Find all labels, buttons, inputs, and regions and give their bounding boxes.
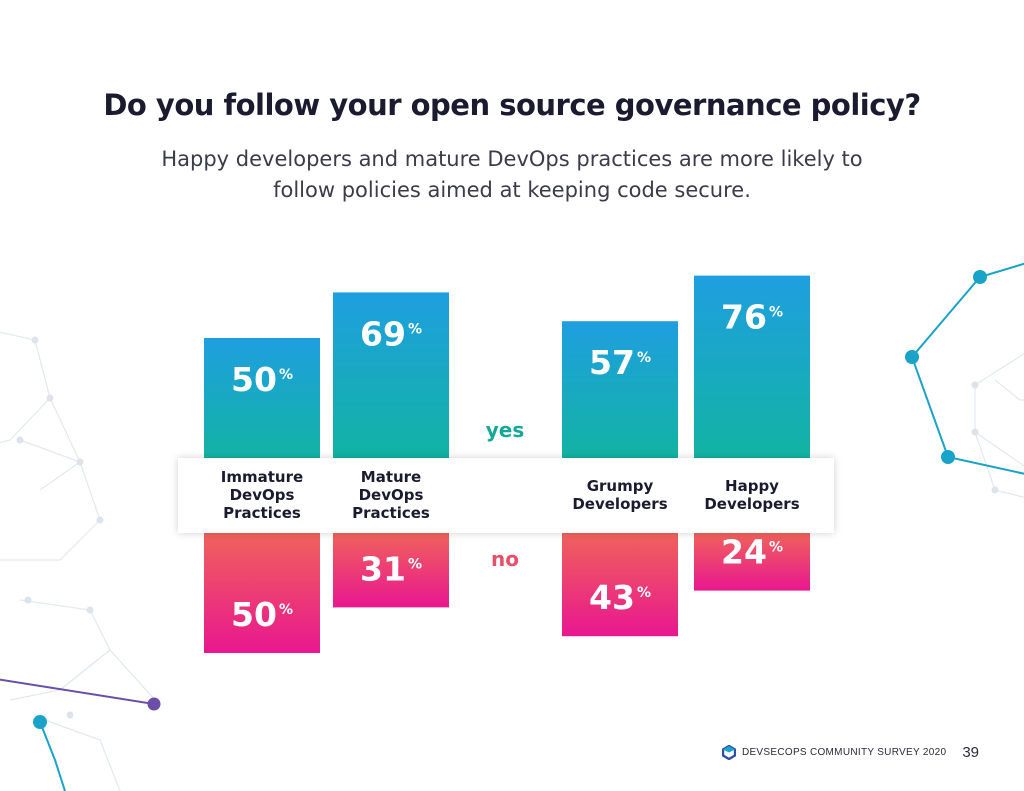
value-label-yes-3: 76% bbox=[721, 298, 783, 337]
hexagon-logo-icon bbox=[721, 745, 736, 760]
value-label-yes-1: 69% bbox=[360, 314, 422, 353]
category-label-0: Immature DevOps Practices bbox=[221, 468, 303, 522]
value-label-yes-2: 57% bbox=[589, 343, 651, 382]
footer-brand: DEVSECOPS COMMUNITY SURVEY 2020 bbox=[741, 747, 947, 758]
value-label-no-1: 31% bbox=[360, 549, 422, 588]
bar-no-0 bbox=[204, 533, 320, 653]
bar-no-1 bbox=[333, 533, 449, 608]
bar-yes-1 bbox=[333, 292, 449, 458]
series-label-yes: yes bbox=[486, 418, 525, 442]
yes-bars bbox=[204, 275, 810, 458]
value-label-no-0: 50% bbox=[231, 595, 293, 634]
page-subtitle: Happy developers and mature DevOps pract… bbox=[161, 147, 863, 202]
category-band bbox=[178, 458, 834, 533]
value-label-yes-0: 50% bbox=[231, 360, 293, 399]
page-title: Do you follow your open source governanc… bbox=[103, 88, 921, 122]
category-labels: Immature DevOps Practices Mature DevOps Pract… bbox=[221, 468, 800, 522]
value-label-no-2: 43% bbox=[589, 578, 651, 617]
bar-no-3 bbox=[694, 533, 810, 591]
bar-yes-3 bbox=[694, 275, 810, 458]
series-label-no: no bbox=[491, 547, 519, 571]
bar-yes-2 bbox=[562, 321, 678, 458]
footer: DEVSECOPS COMMUNITY SURVEY 2020 39 bbox=[721, 744, 979, 761]
bar-yes-0 bbox=[204, 338, 320, 458]
value-labels: 50 % 50 % 69 % 31 % 57 % 43 % 76 % 24% bbox=[231, 298, 783, 634]
category-label-3: Happy Developers bbox=[704, 477, 799, 513]
no-bars bbox=[204, 533, 810, 653]
bar-no-2 bbox=[562, 533, 678, 637]
category-label-2: Grumpy Developers bbox=[572, 477, 667, 513]
value-label-no-3: 24% bbox=[721, 533, 783, 572]
category-label-1: Mature DevOps Practices bbox=[352, 468, 430, 522]
page-number: 39 bbox=[962, 744, 979, 761]
